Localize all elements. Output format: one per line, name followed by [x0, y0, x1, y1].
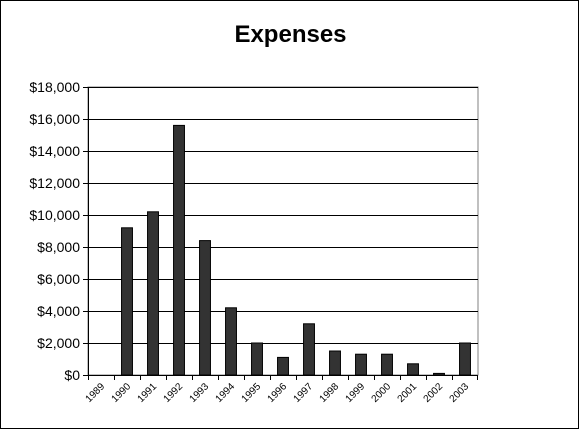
y-tick-label: $0: [64, 367, 80, 383]
x-tick-label: 2003: [448, 381, 472, 405]
y-tick-label: $12,000: [29, 175, 80, 191]
bar-1996: [277, 356, 289, 376]
y-tick-label: $4,000: [37, 303, 80, 319]
x-tick-label: 1996: [266, 381, 290, 405]
y-tick-label: $10,000: [29, 207, 80, 223]
bar-1995: [251, 342, 263, 376]
bar-1993: [199, 240, 211, 376]
x-tick-label: 1997: [292, 381, 316, 405]
bar-2002: [433, 372, 445, 376]
y-tick-label: $6,000: [37, 271, 80, 287]
y-tick-label: $16,000: [29, 111, 80, 127]
bar-2000: [381, 353, 393, 376]
x-tick-label: 2001: [396, 381, 420, 405]
bar-1994: [225, 307, 237, 376]
x-tick-label: 1999: [344, 381, 368, 405]
bar-1999: [355, 353, 367, 376]
bar-2003: [459, 342, 471, 376]
y-tick-label: $14,000: [29, 143, 80, 159]
bar-1990: [121, 227, 133, 376]
x-tick-label: 1990: [110, 381, 134, 405]
x-tick-label: 1989: [84, 381, 108, 405]
bar-1991: [147, 211, 159, 376]
x-tick-label: 1993: [188, 381, 212, 405]
x-tick-label: 2002: [422, 381, 446, 405]
x-tick-label: 1992: [162, 381, 186, 405]
chart-title: Expenses: [234, 21, 347, 48]
bar-1997: [303, 323, 315, 376]
bar-1992: [173, 124, 185, 376]
x-tick-label: 2000: [370, 381, 394, 405]
x-tick-label: 1995: [240, 381, 264, 405]
x-tick-label: 1991: [136, 381, 160, 405]
bar-1998: [329, 350, 341, 376]
y-tick-label: $8,000: [37, 239, 80, 255]
x-tick-label: 1998: [318, 381, 342, 405]
y-tick-label: $2,000: [37, 335, 80, 351]
x-tick-label: 1994: [214, 381, 238, 405]
bar-2001: [407, 363, 419, 376]
y-tick-label: $18,000: [29, 79, 80, 95]
plot-area: [87, 86, 479, 376]
